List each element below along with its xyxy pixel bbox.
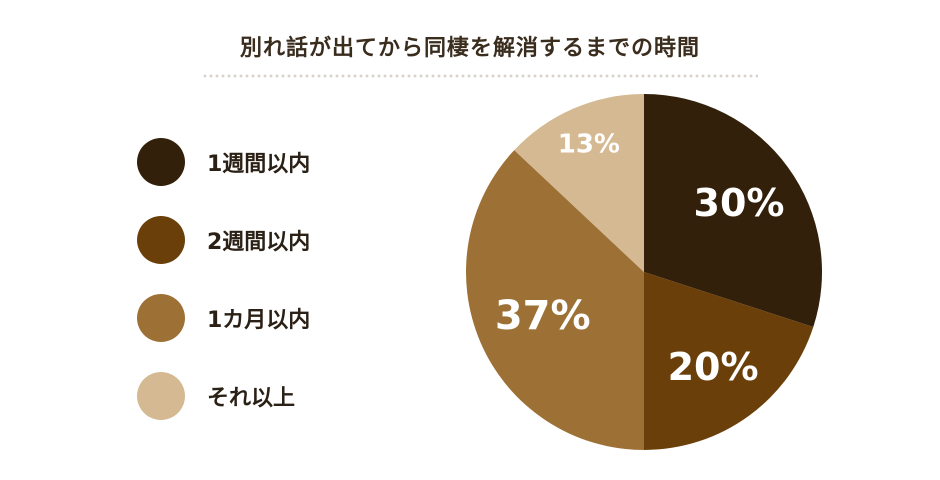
slice-label: 13% [558, 130, 620, 160]
slice-label: 37% [495, 293, 591, 339]
legend: 1週間以内 2週間以内 1カ月以内 それ以上 [137, 137, 310, 449]
legend-label: 2週間以内 [207, 230, 311, 255]
slice-label: 20% [668, 345, 759, 389]
legend-swatch [137, 294, 185, 342]
pie-slice [466, 150, 644, 450]
slice-label: 30% [694, 181, 785, 225]
chart-title: 別れ話が出てから同棲を解消するまでの時間 [239, 36, 700, 61]
pie-slice [644, 272, 814, 450]
legend-label: それ以上 [207, 386, 296, 411]
legend-item-1month: 1カ月以内 [137, 293, 310, 343]
legend-swatch [137, 372, 185, 420]
pie-slice [514, 94, 644, 272]
legend-swatch [137, 138, 185, 186]
legend-item-1week: 1週間以内 [137, 137, 310, 187]
legend-label: 1カ月以内 [207, 308, 311, 333]
legend-label: 1週間以内 [207, 152, 311, 177]
pie-chart: 30% 20% 37% 13% [466, 94, 822, 450]
pie-slice [644, 94, 822, 328]
dotted-divider [202, 74, 758, 78]
legend-item-2weeks: 2週間以内 [137, 215, 310, 265]
legend-item-more: それ以上 [137, 371, 310, 421]
legend-swatch [137, 216, 185, 264]
